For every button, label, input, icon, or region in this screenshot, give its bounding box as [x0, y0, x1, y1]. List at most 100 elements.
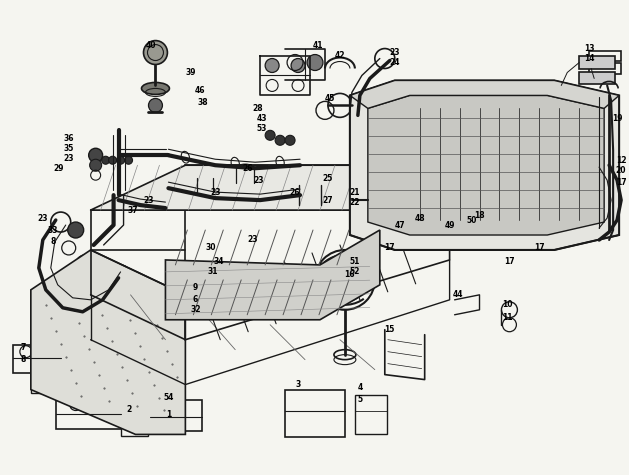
- Text: 9: 9: [192, 284, 198, 292]
- Bar: [150, 399, 203, 431]
- Polygon shape: [370, 165, 450, 220]
- Text: 47: 47: [394, 220, 405, 229]
- Ellipse shape: [142, 83, 169, 95]
- Text: 51: 51: [350, 257, 360, 266]
- Circle shape: [433, 230, 443, 240]
- Text: 37: 37: [127, 206, 138, 215]
- Circle shape: [89, 148, 103, 162]
- Circle shape: [335, 270, 355, 290]
- Text: 54: 54: [164, 393, 174, 402]
- Circle shape: [102, 156, 109, 164]
- Bar: [31, 375, 56, 392]
- Circle shape: [291, 58, 305, 73]
- Text: 29: 29: [53, 164, 64, 173]
- Text: 19: 19: [612, 114, 622, 123]
- Circle shape: [392, 227, 403, 237]
- Text: 21: 21: [350, 188, 360, 197]
- Text: 23: 23: [143, 196, 153, 205]
- Circle shape: [455, 227, 465, 237]
- Polygon shape: [350, 80, 619, 108]
- Circle shape: [68, 222, 84, 238]
- Text: 4: 4: [357, 383, 362, 392]
- Text: 28: 28: [253, 104, 264, 113]
- Text: 17: 17: [504, 257, 515, 266]
- Text: 2: 2: [126, 405, 131, 414]
- Polygon shape: [91, 165, 450, 220]
- Text: 14: 14: [584, 54, 594, 63]
- Text: 42: 42: [335, 51, 345, 60]
- Text: 5: 5: [357, 395, 362, 404]
- Bar: [121, 405, 148, 437]
- Text: 16: 16: [345, 270, 355, 279]
- Circle shape: [111, 265, 130, 283]
- Bar: [13, 345, 61, 372]
- Text: 18: 18: [474, 210, 485, 219]
- Text: 32: 32: [190, 305, 201, 314]
- Text: 41: 41: [313, 41, 323, 50]
- Text: 36: 36: [64, 134, 74, 143]
- Text: 22: 22: [350, 198, 360, 207]
- Text: 10: 10: [502, 300, 513, 309]
- Text: 27: 27: [323, 196, 333, 205]
- Circle shape: [116, 156, 125, 164]
- Text: 23: 23: [64, 154, 74, 163]
- Text: 25: 25: [323, 174, 333, 183]
- Text: 17: 17: [534, 244, 545, 253]
- Polygon shape: [368, 95, 604, 235]
- Text: 13: 13: [584, 44, 594, 53]
- Text: 7: 7: [20, 343, 26, 352]
- Circle shape: [90, 159, 102, 171]
- Text: 6: 6: [192, 295, 198, 304]
- Bar: [56, 390, 121, 429]
- Bar: [355, 395, 387, 435]
- Bar: [589, 63, 621, 75]
- Text: 26: 26: [290, 188, 300, 197]
- Bar: [285, 390, 345, 437]
- Circle shape: [285, 135, 295, 145]
- Text: 23: 23: [389, 48, 400, 57]
- Circle shape: [125, 156, 133, 164]
- Text: 15: 15: [384, 325, 395, 334]
- Circle shape: [148, 98, 162, 113]
- Text: 48: 48: [415, 214, 425, 223]
- Text: 31: 31: [207, 267, 218, 276]
- Text: 20: 20: [616, 166, 626, 175]
- Circle shape: [265, 130, 275, 140]
- Text: 8: 8: [50, 238, 55, 247]
- Polygon shape: [165, 230, 380, 320]
- Text: 46: 46: [195, 86, 206, 95]
- Circle shape: [143, 40, 167, 65]
- Text: 35: 35: [64, 144, 74, 153]
- Text: 40: 40: [145, 41, 156, 50]
- Text: 38: 38: [197, 98, 208, 107]
- Text: 17: 17: [616, 178, 626, 187]
- Text: 17: 17: [384, 244, 395, 253]
- Text: 23: 23: [247, 236, 257, 245]
- Text: 23: 23: [38, 214, 48, 223]
- Text: 26: 26: [242, 164, 252, 173]
- Text: 23: 23: [210, 188, 221, 197]
- Circle shape: [307, 55, 323, 70]
- Text: 23: 23: [253, 176, 264, 185]
- Text: 1: 1: [166, 410, 171, 419]
- Text: 8: 8: [20, 355, 26, 364]
- Circle shape: [109, 156, 116, 164]
- Circle shape: [413, 230, 423, 240]
- Text: 53: 53: [257, 124, 267, 133]
- Text: 45: 45: [325, 94, 335, 103]
- Text: 52: 52: [350, 267, 360, 276]
- Bar: [579, 73, 615, 85]
- Text: 49: 49: [444, 220, 455, 229]
- Polygon shape: [350, 80, 619, 250]
- Text: 3: 3: [296, 380, 301, 389]
- Circle shape: [265, 58, 279, 73]
- Text: 34: 34: [213, 257, 223, 266]
- Text: 24: 24: [389, 58, 400, 67]
- Text: 43: 43: [257, 114, 267, 123]
- Text: 33: 33: [48, 226, 58, 235]
- Text: 44: 44: [452, 290, 463, 299]
- Text: 11: 11: [502, 314, 513, 322]
- Polygon shape: [31, 250, 186, 435]
- Text: 39: 39: [185, 68, 196, 77]
- Bar: [589, 50, 621, 60]
